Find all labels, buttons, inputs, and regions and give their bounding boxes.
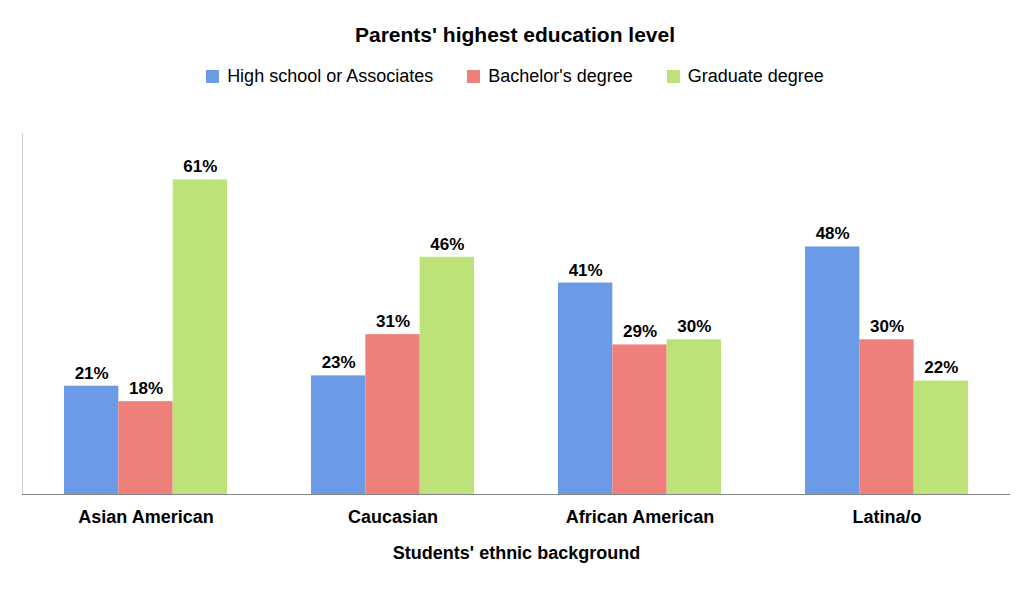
svg-text:31%: 31% [376, 312, 410, 331]
svg-text:21%: 21% [75, 364, 109, 383]
svg-text:46%: 46% [430, 235, 464, 254]
html-text:Bachelor's degree: Bachelor's degree [488, 65, 633, 86]
svg-text:48%: 48% [816, 224, 850, 243]
svg-text:23%: 23% [322, 353, 356, 372]
html-text:Graduate degree: Graduate degree [687, 65, 824, 86]
svg-text:30%: 30% [870, 317, 904, 336]
svg-text:61%: 61% [183, 157, 217, 176]
svg-text:Students' ethnic background: Students' ethnic background [393, 543, 640, 563]
svg-text:22%: 22% [924, 358, 958, 377]
svg-text:Latina/o: Latina/o [852, 507, 921, 527]
svg-text:Caucasian: Caucasian [348, 507, 438, 527]
svg-text:29%: 29% [623, 322, 657, 341]
svg-text:41%: 41% [569, 260, 603, 279]
svg-text:18%: 18% [129, 379, 163, 398]
html-text:High school or Associates: High school or Associates [227, 65, 434, 86]
svg-text:African American: African American [566, 507, 714, 527]
svg-text:30%: 30% [677, 317, 711, 336]
html-text:Parents' highest education lev: Parents' highest education level [355, 23, 675, 46]
svg-text:Asian American: Asian American [78, 507, 213, 527]
